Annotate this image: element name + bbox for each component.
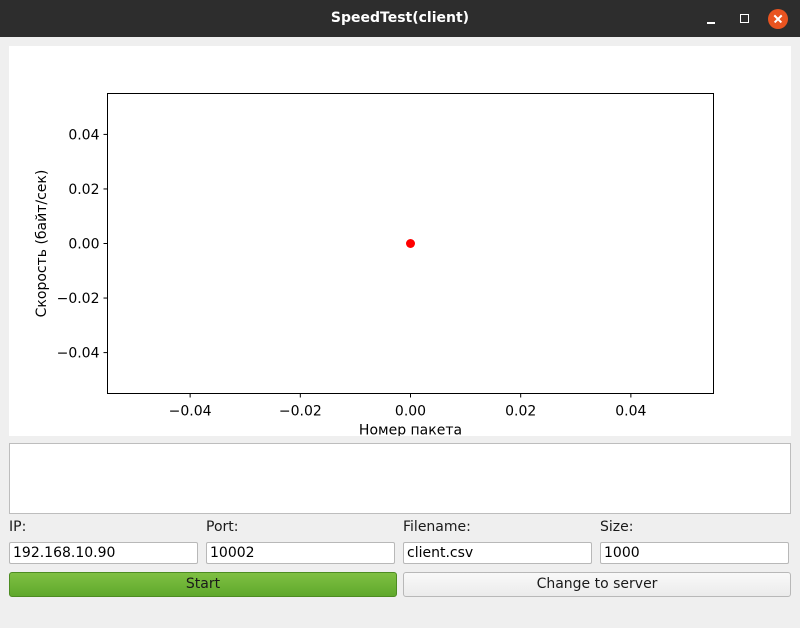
data-point xyxy=(406,239,415,248)
x-tick-label: 0.04 xyxy=(615,404,646,420)
plot-canvas: −0.04 −0.02 0.00 0.02 0.04 −0.04 −0.02 0.00 0.02… xyxy=(9,46,791,436)
y-tick-label: 0.04 xyxy=(68,127,99,143)
x-tick-label: −0.04 xyxy=(169,404,212,420)
size-input[interactable] xyxy=(600,542,789,564)
ip-label: IP: xyxy=(9,519,27,535)
x-tick-label: 0.02 xyxy=(505,404,536,420)
size-label: Size: xyxy=(600,519,634,535)
start-button[interactable]: Start xyxy=(9,572,397,597)
minimize-icon[interactable] xyxy=(701,9,721,29)
y-tick-label: 0.00 xyxy=(68,237,99,253)
log-output[interactable] xyxy=(9,443,791,514)
filename-input[interactable] xyxy=(403,542,592,564)
x-tick-label: −0.02 xyxy=(279,404,322,420)
x-axis-label: Номер пакета xyxy=(359,423,462,437)
port-label: Port: xyxy=(206,519,239,535)
y-tick-label: −0.02 xyxy=(57,291,100,307)
close-icon[interactable] xyxy=(768,9,788,29)
title-bar: SpeedTest(client) xyxy=(0,0,800,37)
port-input[interactable] xyxy=(206,542,395,564)
window-title: SpeedTest(client) xyxy=(330,10,470,26)
y-tick-label: −0.04 xyxy=(57,346,100,362)
filename-label: Filename: xyxy=(403,519,471,535)
y-axis-label: Скорость (байт/сек) xyxy=(34,170,50,318)
ip-input[interactable] xyxy=(9,542,198,564)
change-to-server-button[interactable]: Change to server xyxy=(403,572,791,597)
y-tick-label: 0.02 xyxy=(68,182,99,198)
scatter-chart: −0.04 −0.02 0.00 0.02 0.04 −0.04 −0.02 0.00 0.02… xyxy=(34,93,714,437)
maximize-icon[interactable] xyxy=(735,9,755,29)
x-tick-label: 0.00 xyxy=(395,404,426,420)
